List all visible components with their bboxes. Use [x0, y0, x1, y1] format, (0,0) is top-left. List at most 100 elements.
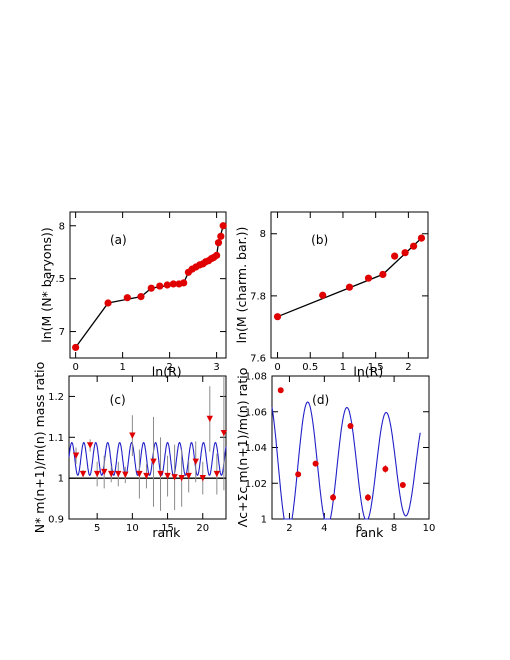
x-axis-label: rank: [355, 525, 384, 540]
y-tick-label: 1: [261, 515, 267, 526]
x-tick-label: 10: [126, 523, 139, 534]
x-axis-label: rank: [152, 525, 181, 540]
data-point: [345, 283, 354, 291]
x-tick-label: 0.5: [302, 362, 318, 373]
data-point: [417, 234, 426, 242]
y-tick-label: 1.06: [245, 407, 267, 418]
data-point: [169, 280, 177, 288]
panel-label: (a): [110, 233, 127, 247]
data-point: [410, 242, 418, 250]
y-tick-label: 1.2: [48, 392, 64, 403]
plot-frame: [69, 211, 227, 359]
x-tick-label: 0: [274, 362, 280, 373]
panel-label: (c): [110, 393, 126, 407]
y-tick-label: 1.02: [245, 479, 267, 490]
y-axis-label: ln(M (charm. bar.)): [234, 227, 249, 344]
data-point: [137, 293, 145, 301]
x-axis-label: ln(R): [353, 364, 383, 379]
data-point: [108, 470, 115, 478]
panel-a: 0 1 2 3 7 7.5 8 (a) ln(R) ln(M (N* baryons)): [39, 211, 227, 379]
plot-frame: [271, 375, 430, 520]
y-tick-label: 8: [59, 221, 65, 232]
data-point: [79, 470, 87, 478]
fit-curve: [271, 401, 421, 520]
x-tick-label: 15: [161, 523, 174, 534]
data-point: [277, 387, 284, 394]
data-point: [273, 313, 282, 321]
x-axis-label: ln(R): [152, 364, 182, 379]
plot-frame: [270, 211, 429, 359]
data-point: [156, 282, 164, 290]
panel-label: (d): [312, 393, 329, 407]
data-point: [86, 442, 94, 449]
x-tick-label: 8: [391, 523, 397, 534]
data-point: [295, 471, 302, 478]
y-tick-label: 1.08: [245, 372, 267, 383]
y-tick-label: 1.04: [245, 443, 267, 454]
x-tick-label: 6: [356, 523, 362, 534]
data-point: [364, 274, 373, 282]
data-point: [219, 222, 227, 230]
data-point: [115, 470, 122, 478]
data-point: [171, 474, 178, 481]
x-tick-label: 20: [196, 523, 209, 534]
x-tick-label: 3: [213, 362, 219, 373]
y-axis-label: N* m(n+1)/m(n) mass ratio: [32, 362, 47, 534]
data-point: [164, 472, 171, 480]
data-point: [382, 465, 389, 472]
data-point: [220, 430, 228, 437]
y-tick-label: 1.1: [48, 433, 64, 444]
x-tick-label: 5: [94, 523, 100, 534]
x-tick-label: 4: [321, 523, 327, 534]
data-point: [192, 458, 199, 465]
data-point: [72, 343, 80, 352]
data-point: [122, 471, 129, 479]
y-tick-label: 0.9: [48, 515, 64, 526]
y-axis-label: ln(M (N* baryons)): [39, 227, 54, 342]
data-point: [319, 291, 327, 299]
data-point: [214, 239, 223, 247]
data-point: [150, 458, 157, 465]
x-tick-label: 2: [166, 362, 172, 373]
y-tick-label: 7.8: [250, 291, 266, 302]
data-point: [101, 468, 108, 476]
data-point: [213, 251, 221, 259]
y-tick-label: 7: [59, 327, 65, 338]
data-point: [104, 299, 112, 307]
data-point: [399, 482, 406, 489]
fit-curve: [68, 441, 227, 477]
data-point: [364, 494, 371, 501]
y-tick-label: 8: [260, 229, 266, 240]
x-tick-label: 2: [405, 362, 411, 373]
y-tick-label: 1: [58, 474, 64, 485]
x-tick-label: 1.5: [368, 362, 384, 373]
x-tick-label: 0: [72, 362, 78, 373]
data-point: [217, 232, 225, 240]
data-point: [206, 415, 214, 423]
data-point: [157, 470, 164, 478]
y-tick-label: 7.6: [250, 354, 266, 365]
y-tick-label: 7.5: [49, 274, 65, 285]
panel-d: 2 4 6 8 10 1 1.02 1.04 1.06 1.08 (d) rank Λc+Σc m(n+…: [235, 368, 435, 540]
data-point: [163, 281, 171, 289]
data-point: [72, 452, 80, 459]
data-point: [391, 252, 399, 260]
data-point: [143, 472, 150, 480]
fit-line: [277, 237, 422, 318]
data-point: [178, 474, 185, 482]
data-point: [185, 472, 192, 480]
x-tick-label: 1: [340, 362, 346, 373]
panel-b: 0 0.5 1 1.5 2 7.6 7.8 8 (b) ln(R) ln(M (charm. bar…: [234, 211, 429, 379]
x-tick-label: 10: [423, 523, 436, 534]
data-point: [136, 470, 143, 478]
data-point: [347, 423, 354, 430]
data-point: [180, 279, 188, 287]
data-point: [93, 470, 101, 478]
data-point: [312, 460, 319, 467]
data-point: [147, 284, 155, 292]
data-point: [401, 249, 409, 257]
data-point: [129, 432, 136, 439]
panel-label: (b): [311, 233, 328, 247]
data-point: [379, 270, 387, 279]
